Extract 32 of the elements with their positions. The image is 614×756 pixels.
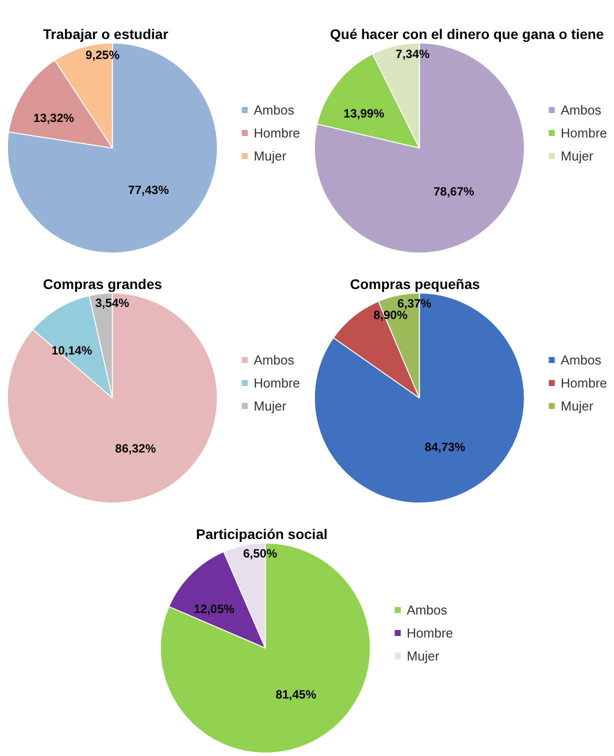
chart-title: Compras pequeñas bbox=[350, 276, 480, 292]
data-label: 3,54% bbox=[95, 296, 130, 310]
data-label: 13,32% bbox=[33, 110, 74, 125]
data-label: 9,25% bbox=[85, 48, 120, 62]
legend-label: Mujer bbox=[560, 398, 594, 414]
data-label: 7,34% bbox=[396, 46, 430, 61]
legend-label: Hombre bbox=[406, 626, 454, 640]
data-label: 86,32% bbox=[115, 441, 156, 456]
legend-label: Hombre bbox=[560, 376, 608, 390]
legend-label: Mujer bbox=[254, 398, 287, 414]
legend-label: Ambos bbox=[560, 352, 602, 368]
legend-label: Ambos bbox=[406, 602, 448, 618]
chart-title: Participación social bbox=[196, 526, 328, 542]
legend-label: Mujer bbox=[406, 648, 440, 664]
legend-label: Hombre bbox=[560, 126, 608, 140]
data-label: 10,14% bbox=[51, 343, 92, 358]
legend-label: Hombre bbox=[254, 126, 300, 140]
data-label: 84,73% bbox=[424, 440, 466, 454]
data-label: 77,43% bbox=[128, 183, 170, 198]
legend-label: Hombre bbox=[254, 376, 300, 390]
legend-label: Mujer bbox=[254, 148, 287, 164]
legend-label: Ambos bbox=[560, 102, 602, 118]
legend-label: Mujer bbox=[560, 148, 594, 164]
data-label: 12,05% bbox=[194, 602, 235, 616]
chart-title: Trabajar o estudiar bbox=[43, 26, 169, 42]
legend-label: Ambos bbox=[254, 102, 295, 118]
chart-title: Compras grandes bbox=[43, 276, 162, 292]
chart-title: Qué hacer con el dinero que gana o tiene bbox=[330, 26, 604, 42]
legend-label: Ambos bbox=[254, 352, 295, 368]
data-label: 78,67% bbox=[434, 184, 475, 198]
data-label: 81,45% bbox=[276, 687, 317, 702]
data-label: 13,99% bbox=[344, 106, 385, 121]
